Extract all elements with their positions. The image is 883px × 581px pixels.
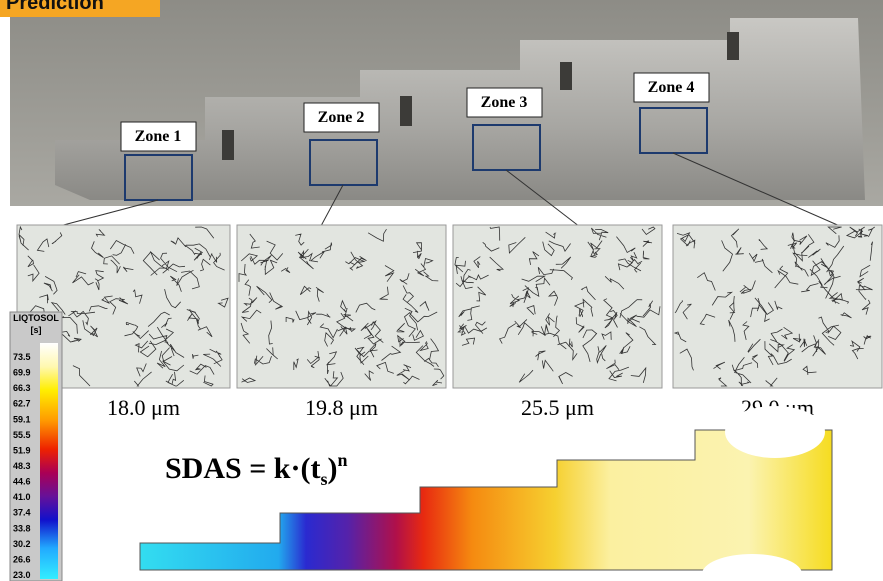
formula: SDAS = k·(ts)n — [165, 450, 348, 489]
sim-hotspot — [725, 406, 825, 458]
micrograph — [237, 225, 446, 388]
title: Prediction — [6, 0, 104, 14]
zone-label: Zone 1 — [135, 128, 182, 145]
colorbar-label: 48.3 — [13, 461, 31, 471]
micrograph — [453, 225, 662, 388]
colorbar-label: 37.4 — [13, 508, 31, 518]
colorbar-label: 33.8 — [13, 523, 31, 533]
colorbar — [40, 343, 58, 579]
colorbar-label: 41.0 — [13, 492, 31, 502]
colorbar-label: 66.3 — [13, 383, 31, 393]
formula-superscript: n — [337, 450, 347, 470]
colorbar-label: 26.6 — [13, 554, 31, 564]
colorbar-label: 23.0 — [13, 570, 31, 580]
formula-subscript: s — [320, 469, 327, 489]
colorbar-label: 44.6 — [13, 477, 31, 487]
colorbar-title: LIQTOSOL — [13, 313, 59, 323]
sdas-label: 25.5 μm — [521, 395, 594, 420]
zone-label: Zone 3 — [481, 94, 528, 111]
colorbar-label: 62.7 — [13, 399, 31, 409]
figure: Prediction Zone 1 18.0 μm Zone 2 19.8 μm Zon… — [0, 0, 883, 581]
sdas-label: 18.0 μm — [107, 395, 180, 420]
colorbar-label: 73.5 — [13, 352, 31, 362]
simulation — [140, 430, 832, 570]
colorbar-label: 51.9 — [13, 445, 31, 455]
sdas-label: 19.8 μm — [305, 395, 378, 420]
formula-close: ) — [327, 452, 337, 485]
colorbar-label: 69.9 — [13, 368, 31, 378]
zone-label: Zone 2 — [318, 109, 365, 126]
colorbar-label: 55.5 — [13, 430, 31, 440]
colorbar-unit: [s] — [31, 325, 42, 335]
colorbar-label: 30.2 — [13, 539, 31, 549]
colorbar-label: 59.1 — [13, 414, 31, 424]
zone-label: Zone 4 — [648, 79, 695, 96]
formula-text: SDAS = k·(t — [165, 452, 320, 485]
